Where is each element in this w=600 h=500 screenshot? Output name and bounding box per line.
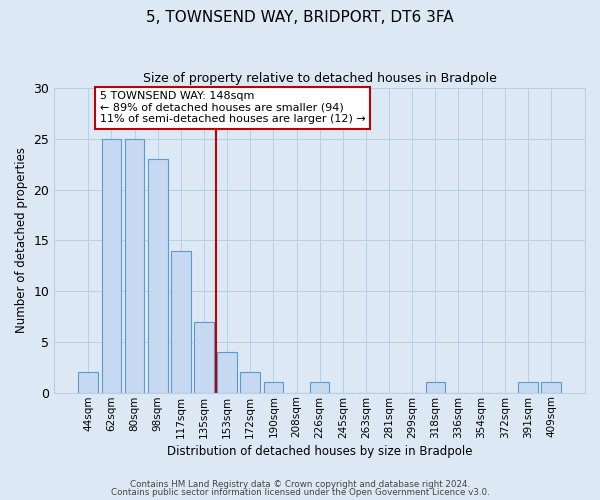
Bar <box>171 250 191 392</box>
Text: 5 TOWNSEND WAY: 148sqm
← 89% of detached houses are smaller (94)
11% of semi-det: 5 TOWNSEND WAY: 148sqm ← 89% of detached… <box>100 91 365 124</box>
Bar <box>541 382 561 392</box>
Text: 5, TOWNSEND WAY, BRIDPORT, DT6 3FA: 5, TOWNSEND WAY, BRIDPORT, DT6 3FA <box>146 10 454 25</box>
Bar <box>518 382 538 392</box>
Bar <box>425 382 445 392</box>
Bar <box>217 352 237 393</box>
Text: Contains HM Land Registry data © Crown copyright and database right 2024.: Contains HM Land Registry data © Crown c… <box>130 480 470 489</box>
Bar <box>194 322 214 392</box>
Bar <box>241 372 260 392</box>
Bar <box>101 139 121 392</box>
Bar <box>263 382 283 392</box>
Title: Size of property relative to detached houses in Bradpole: Size of property relative to detached ho… <box>143 72 497 86</box>
Y-axis label: Number of detached properties: Number of detached properties <box>15 148 28 334</box>
X-axis label: Distribution of detached houses by size in Bradpole: Distribution of detached houses by size … <box>167 444 472 458</box>
Bar <box>310 382 329 392</box>
Bar <box>148 159 167 392</box>
Bar <box>79 372 98 392</box>
Bar <box>125 139 145 392</box>
Text: Contains public sector information licensed under the Open Government Licence v3: Contains public sector information licen… <box>110 488 490 497</box>
